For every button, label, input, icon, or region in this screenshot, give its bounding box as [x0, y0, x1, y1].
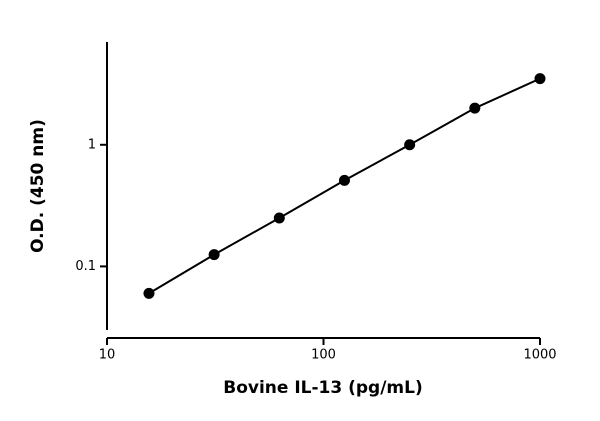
- x-tick-label: 1000: [523, 348, 556, 363]
- point: [534, 73, 546, 85]
- x-tick-label: 10: [99, 348, 116, 363]
- point: [469, 102, 481, 114]
- point: [404, 139, 416, 151]
- x-axis-title: Bovine IL-13 (pg/mL): [223, 378, 423, 398]
- point: [338, 174, 350, 186]
- point: [208, 249, 220, 261]
- point: [273, 212, 285, 224]
- y-tick-label: 0.1: [75, 259, 96, 274]
- x-tick-label: 100: [311, 348, 336, 363]
- y-axis-title: O.D. (450 nm): [28, 119, 48, 253]
- fit-line: [148, 77, 541, 295]
- point: [143, 287, 155, 299]
- y-tick-label: 1: [88, 137, 96, 152]
